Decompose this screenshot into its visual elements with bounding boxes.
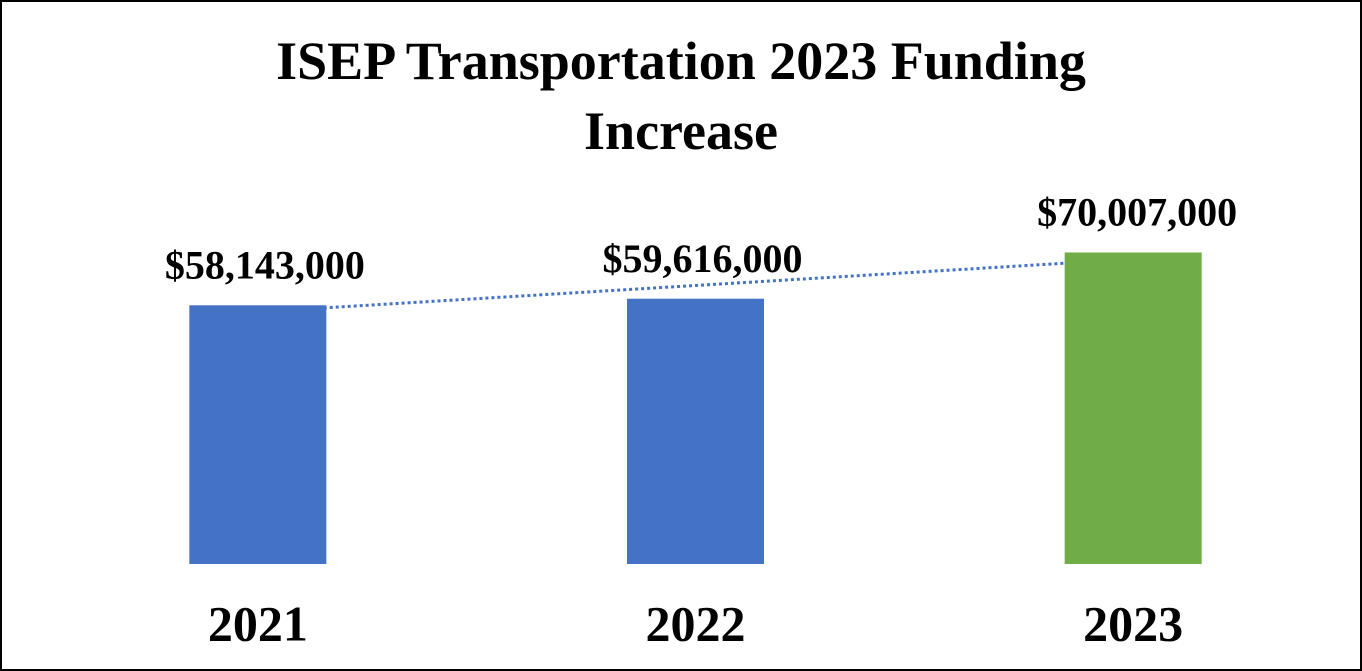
bar xyxy=(1064,252,1202,564)
bar xyxy=(189,305,327,564)
data-label: $58,143,000 xyxy=(165,242,365,287)
chart-title: ISEP Transportation 2023 Funding Increas… xyxy=(276,31,1086,161)
x-tick-label: 2021 xyxy=(208,595,308,651)
trendline xyxy=(257,257,1134,314)
x-tick-label: 2022 xyxy=(646,595,746,651)
data-label: $70,007,000 xyxy=(1037,190,1237,235)
bar xyxy=(627,298,764,564)
data-label: $59,616,000 xyxy=(603,236,803,281)
x-tick-label: 2023 xyxy=(1083,595,1183,651)
